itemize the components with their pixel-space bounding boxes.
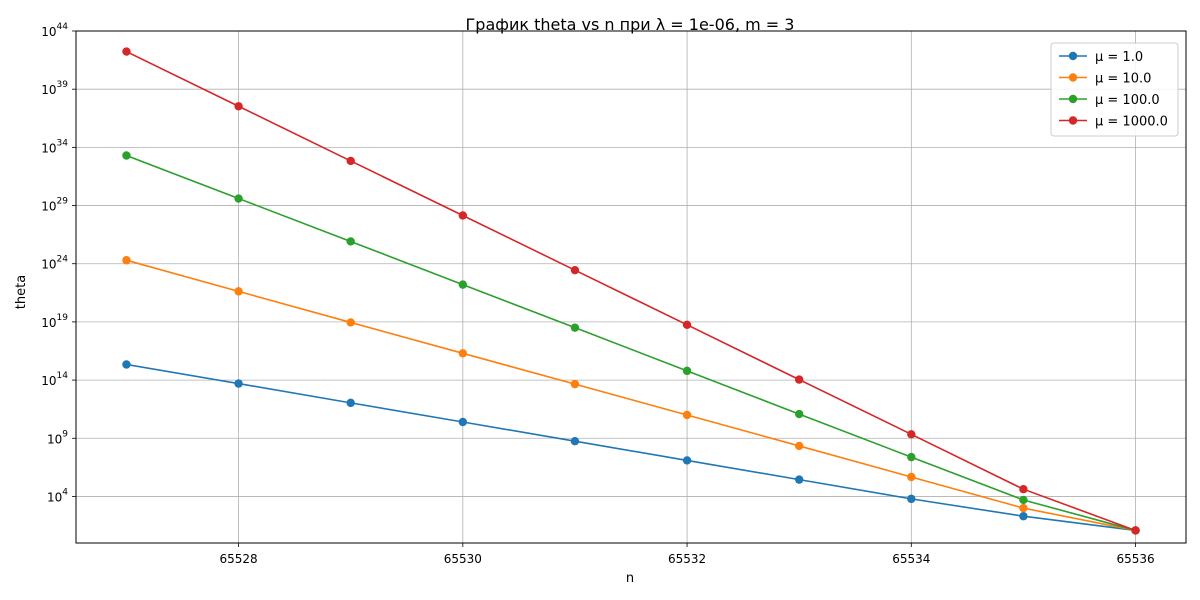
legend-label: μ = 10.0 — [1095, 72, 1151, 87]
legend-item: μ = 1000.0 — [1059, 115, 1168, 130]
data-point — [1019, 485, 1028, 494]
x-tick-label: 65532 — [668, 552, 706, 566]
legend-marker — [1068, 73, 1078, 82]
data-point — [122, 47, 131, 56]
data-point — [907, 452, 916, 462]
legend-box — [1050, 42, 1179, 137]
x-tick-label: 65528 — [219, 552, 257, 566]
data-point — [1019, 512, 1028, 521]
data-point — [794, 475, 804, 484]
y-tick-label: 1024 — [41, 255, 68, 272]
chart-title: График theta vs n при λ = 1e-06, m = 3 — [466, 15, 795, 34]
data-point — [346, 237, 355, 246]
data-point — [122, 151, 131, 160]
legend-marker — [1068, 116, 1078, 125]
y-tick-label: 1019 — [41, 313, 68, 330]
data-point — [682, 320, 692, 330]
data-point — [570, 265, 580, 275]
data-point — [570, 379, 580, 389]
legend-marker — [1068, 94, 1078, 104]
data-point — [458, 280, 468, 289]
x-tick-label: 65534 — [892, 552, 930, 566]
x-tick-label: 65530 — [444, 552, 482, 566]
x-ticks: 65528 65530 65532 65534 65536 — [219, 543, 1155, 566]
legend-label: μ = 1000.0 — [1095, 115, 1168, 130]
data-point — [122, 360, 131, 369]
data-point — [234, 102, 243, 111]
legend-item: μ = 1.0 — [1059, 50, 1143, 65]
data-point — [346, 398, 355, 408]
data-point — [794, 375, 804, 384]
series-3 — [122, 151, 1140, 535]
data-point — [346, 156, 355, 166]
data-point — [458, 211, 468, 220]
x-axis-label: n — [626, 571, 634, 586]
data-point — [682, 366, 692, 376]
data-point — [794, 409, 804, 419]
data-point — [907, 430, 916, 439]
data-point — [682, 456, 692, 465]
y-tick-label: 104 — [47, 487, 68, 504]
y-tick-label: 1014 — [41, 371, 68, 388]
data-point — [234, 379, 243, 388]
data-point — [570, 323, 580, 332]
series-1 — [122, 360, 1140, 535]
data-point — [907, 494, 916, 504]
series-2 — [122, 256, 1140, 535]
data-point — [1019, 495, 1028, 505]
data-point — [682, 410, 692, 420]
data-point — [234, 287, 243, 296]
series-layer — [122, 47, 1140, 535]
y-tick-label: 1029 — [41, 197, 68, 214]
data-point — [458, 417, 468, 427]
legend-item: μ = 10.0 — [1059, 72, 1151, 87]
y-tick-label: 1044 — [41, 22, 68, 39]
series-line — [126, 154, 1136, 532]
series-4 — [122, 47, 1140, 535]
y-ticks: 104 109 1014 1019 1024 1029 1034 1039 1044 — [41, 22, 76, 504]
data-point — [122, 256, 131, 265]
data-point — [570, 437, 580, 446]
data-point — [907, 472, 916, 482]
data-point — [1131, 526, 1140, 535]
data-point — [234, 194, 243, 203]
legend-marker — [1068, 51, 1078, 61]
legend-item: μ = 100.0 — [1059, 93, 1160, 108]
legend-label: μ = 100.0 — [1095, 93, 1160, 108]
series-line — [126, 259, 1136, 532]
y-axis-label: theta — [14, 275, 29, 309]
legend: μ = 1.0 μ = 10.0 μ = 100.0 μ = 1000.0 — [1050, 42, 1179, 137]
x-tick-label: 65536 — [1116, 552, 1154, 566]
series-line — [126, 363, 1136, 532]
y-tick-label: 1039 — [41, 80, 68, 97]
plot-frame — [75, 30, 1187, 544]
data-point — [346, 318, 355, 327]
data-point — [794, 441, 804, 451]
legend-label: μ = 1.0 — [1095, 50, 1143, 65]
y-tick-label: 109 — [47, 429, 68, 446]
data-point — [1019, 503, 1028, 513]
data-point — [458, 349, 468, 358]
series-line — [126, 50, 1136, 532]
y-tick-label: 1034 — [41, 138, 68, 155]
